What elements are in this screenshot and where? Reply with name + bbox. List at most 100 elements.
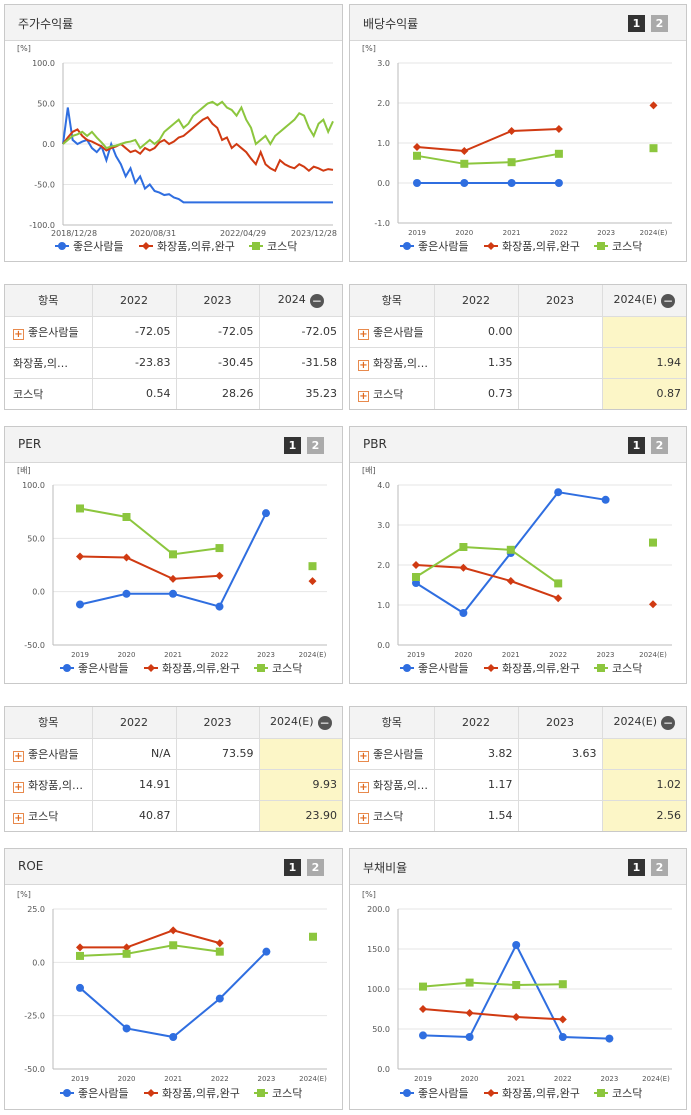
y-tick-label: 200.0 bbox=[367, 905, 390, 914]
panel-header: 배당수익률 1 2 bbox=[350, 5, 686, 41]
header-cell: 항목 bbox=[5, 707, 92, 738]
header-cell-2024e: 2024(E) − bbox=[258, 707, 342, 738]
data-point bbox=[465, 1033, 474, 1041]
data-point bbox=[309, 932, 317, 941]
data-point bbox=[554, 488, 563, 497]
chart-tab-2-button[interactable]: 2 bbox=[651, 15, 668, 32]
y-tick-label: 100.0 bbox=[22, 481, 45, 490]
y-tick-label: 2.0 bbox=[377, 561, 390, 570]
data-point bbox=[147, 664, 155, 672]
chart-tab-2-button[interactable]: 2 bbox=[651, 437, 668, 454]
data-point bbox=[465, 1009, 474, 1017]
data-point bbox=[142, 242, 150, 250]
chart-tab-1-button[interactable]: 1 bbox=[284, 437, 301, 454]
cell: -72.05 bbox=[258, 315, 342, 347]
cell: 0.73 bbox=[433, 377, 518, 409]
table-header-row: 항목 2022 2023 2024− bbox=[5, 285, 342, 316]
x-tick-label: 2022/04/29 bbox=[220, 229, 266, 238]
data-point bbox=[169, 550, 177, 559]
expand-plus-icon[interactable]: + bbox=[358, 359, 369, 371]
expand-plus-icon[interactable]: + bbox=[13, 781, 24, 793]
chart-tab-2-button[interactable]: 2 bbox=[307, 437, 324, 454]
x-tick-label: 2022 bbox=[554, 1075, 572, 1083]
x-tick-label: 2020/08/31 bbox=[130, 229, 176, 238]
expand-plus-icon[interactable]: + bbox=[358, 812, 369, 824]
collapse-icon[interactable]: − bbox=[661, 293, 676, 308]
data-point bbox=[597, 1089, 605, 1097]
row-label: + 화장품,의… bbox=[5, 768, 92, 800]
chart-tab-1-button[interactable]: 1 bbox=[628, 437, 645, 454]
table-row: + 화장품,의… 14.91 9.93 bbox=[5, 768, 342, 800]
x-tick-label: 2023 bbox=[257, 651, 275, 659]
row-label: + 코스닥 bbox=[350, 799, 434, 831]
row-label: + 좋은사람들 bbox=[5, 315, 92, 347]
expand-plus-icon[interactable]: + bbox=[358, 781, 369, 793]
panel-header: PBR 1 2 bbox=[350, 427, 686, 463]
panel-title: 주가수익률 bbox=[18, 17, 74, 31]
data-point bbox=[460, 159, 469, 168]
x-tick-label: 2021 bbox=[503, 229, 521, 237]
cell bbox=[517, 346, 602, 378]
data-point bbox=[122, 513, 131, 521]
x-tick-label: 2024(E) bbox=[640, 229, 668, 237]
data-point bbox=[169, 574, 177, 583]
y-tick-label: 100.0 bbox=[32, 59, 55, 68]
y-tick-label: 25.0 bbox=[27, 905, 45, 914]
data-point bbox=[308, 577, 317, 586]
data-point bbox=[215, 544, 224, 553]
collapse-icon[interactable]: − bbox=[309, 293, 324, 308]
data-point bbox=[512, 1013, 521, 1021]
x-tick-label: 2024(E) bbox=[642, 1075, 670, 1083]
stock-return-panel: 주가수익률 [%] 100.0 50.0 0.0 -50.0 -100.0 2018/12/… bbox=[4, 4, 343, 262]
collapse-icon[interactable]: − bbox=[661, 715, 676, 730]
cell bbox=[601, 315, 686, 347]
data-point bbox=[506, 545, 515, 554]
expand-plus-icon[interactable]: + bbox=[13, 812, 24, 824]
cell: 23.90 bbox=[258, 799, 342, 831]
y-tick-label: 50.0 bbox=[372, 1025, 390, 1034]
data-point bbox=[554, 594, 563, 603]
cell: -23.83 bbox=[91, 346, 176, 378]
x-tick-label: 2022 bbox=[549, 651, 567, 659]
dividend-yield-panel: 배당수익률 1 2 [%] 3.0 2.0 1.0 0.0 -1.0 2019 2020 202… bbox=[349, 4, 687, 262]
expand-plus-icon[interactable]: + bbox=[358, 328, 369, 340]
y-tick-label: 3.0 bbox=[377, 521, 390, 530]
data-point bbox=[601, 495, 610, 504]
legend-label: 좋은사람들 bbox=[418, 1087, 469, 1100]
chart-tab-2-button[interactable]: 2 bbox=[307, 859, 324, 876]
chart-tab-1-button[interactable]: 1 bbox=[628, 859, 645, 876]
legend-label: 좋은사람들 bbox=[73, 240, 124, 253]
expand-plus-icon[interactable]: + bbox=[358, 750, 369, 762]
expand-plus-icon[interactable]: + bbox=[13, 750, 24, 762]
data-point bbox=[308, 562, 317, 571]
data-point bbox=[252, 242, 260, 250]
x-tick-label: 2020 bbox=[118, 1075, 136, 1083]
legend-label: 좋은사람들 bbox=[418, 240, 469, 253]
data-point bbox=[147, 1089, 155, 1097]
cell bbox=[175, 799, 259, 831]
axis-unit-label: [배] bbox=[362, 466, 376, 475]
chart-tab-1-button[interactable]: 1 bbox=[284, 859, 301, 876]
data-point bbox=[76, 951, 84, 960]
y-tick-label: 0.0 bbox=[377, 1065, 390, 1074]
data-point bbox=[512, 981, 521, 989]
row-label: 화장품,의… bbox=[5, 346, 92, 378]
x-tick-label: 2020 bbox=[461, 1075, 479, 1083]
panel-title: PBR bbox=[363, 437, 387, 451]
pbr-table: 항목 2022 2023 2024(E) − + 좋은사람들 3.82 3.63 +… bbox=[350, 707, 686, 831]
collapse-icon[interactable]: − bbox=[317, 715, 332, 730]
table-row: 화장품,의… -23.83 -30.45 -31.58 bbox=[5, 346, 342, 378]
roe-panel: ROE 1 2 [%] 25.0 0.0 -25.0 -50.0 2019 2020 2021… bbox=[4, 848, 343, 1110]
data-point bbox=[605, 1034, 614, 1043]
chart-tab-2-button[interactable]: 2 bbox=[651, 859, 668, 876]
dividend-yield-chart: [%]3.0 2.0 1.0 0.0 -1.0 2019 2020 2021 2022 2023 2… bbox=[362, 44, 672, 253]
panel-title: 배당수익률 bbox=[363, 17, 419, 31]
expand-plus-icon[interactable]: + bbox=[358, 390, 369, 402]
chart-tab-1-button[interactable]: 1 bbox=[628, 15, 645, 32]
cell: 0.00 bbox=[433, 315, 518, 347]
x-tick-label: 2024(E) bbox=[299, 651, 327, 659]
cell: 3.82 bbox=[433, 737, 518, 769]
data-point bbox=[403, 1089, 411, 1097]
series-line bbox=[422, 1008, 563, 1021]
expand-plus-icon[interactable]: + bbox=[13, 328, 24, 340]
